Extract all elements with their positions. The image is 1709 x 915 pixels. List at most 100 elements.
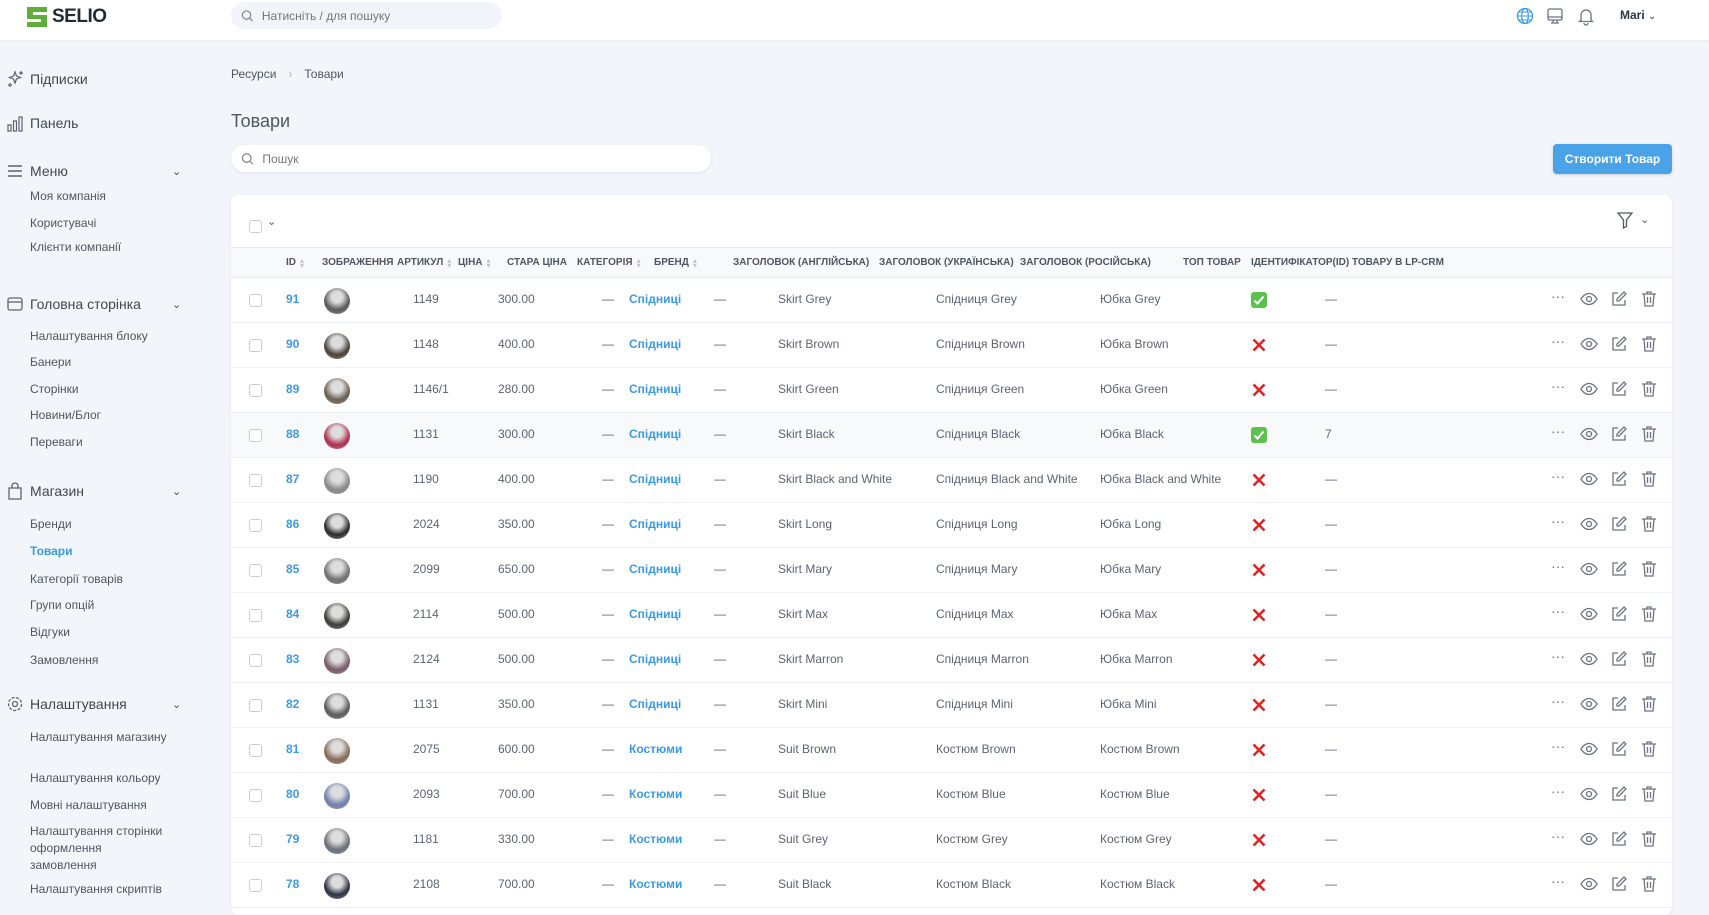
edit-icon[interactable] [1610, 515, 1628, 533]
column-header[interactable]: ЦІНА ▴ ▾ [458, 256, 491, 269]
edit-icon[interactable] [1610, 335, 1628, 353]
row-checkbox[interactable] [249, 519, 262, 532]
table-row[interactable]: 82 1131 350.00 — Спідниці — Skirt Mini Спідниця… [231, 683, 1672, 728]
trash-icon[interactable] [1640, 515, 1658, 533]
category-link[interactable]: Спідниці [629, 562, 682, 576]
column-header[interactable]: БРЕНД ▴ ▾ [654, 256, 697, 269]
category-link[interactable]: Спідниці [629, 292, 682, 306]
product-id-link[interactable]: 84 [286, 607, 300, 621]
more-actions-icon[interactable]: ··· [1551, 603, 1565, 619]
row-checkbox[interactable] [249, 699, 262, 712]
more-actions-icon[interactable]: ··· [1551, 738, 1565, 754]
sidebar-subitem[interactable]: Налаштування магазину [30, 730, 167, 744]
table-row[interactable]: 80 2093 700.00 — Костюми — Suit Blue Костюм Blu… [231, 773, 1672, 818]
view-icon[interactable] [1580, 740, 1598, 758]
table-row[interactable]: 85 2099 650.00 — Спідниці — Skirt Mary Спідниця… [231, 548, 1672, 593]
create-product-button[interactable]: Створити Товар [1553, 144, 1672, 174]
more-actions-icon[interactable]: ··· [1551, 378, 1565, 394]
category-link[interactable]: Костюми [629, 832, 683, 846]
view-icon[interactable] [1580, 380, 1598, 398]
sort-icon[interactable]: ▴ ▾ [447, 255, 452, 270]
trash-icon[interactable] [1640, 695, 1658, 713]
edit-icon[interactable] [1610, 290, 1628, 308]
category-link[interactable]: Костюми [629, 787, 683, 801]
edit-icon[interactable] [1610, 785, 1628, 803]
sidebar-subitem[interactable]: Налаштування скриптів [30, 882, 162, 896]
edit-icon[interactable] [1610, 740, 1628, 758]
product-id-link[interactable]: 83 [286, 652, 300, 666]
view-icon[interactable] [1580, 560, 1598, 578]
product-id-link[interactable]: 86 [286, 517, 300, 531]
sidebar-subitem[interactable]: Налаштування кольору [30, 771, 161, 785]
product-id-link[interactable]: 79 [286, 832, 300, 846]
trash-icon[interactable] [1640, 380, 1658, 398]
edit-icon[interactable] [1610, 605, 1628, 623]
select-all-checkbox[interactable] [249, 220, 262, 233]
sidebar-subitem[interactable]: Категорії товарів [30, 572, 123, 586]
row-checkbox[interactable] [249, 564, 262, 577]
sidebar-subitem[interactable]: Переваги [30, 435, 83, 449]
bell-icon[interactable] [1577, 6, 1595, 26]
row-checkbox[interactable] [249, 654, 262, 667]
table-row[interactable]: 91 1149 300.00 — Спідниці — Skirt Grey Спідниця… [231, 278, 1672, 323]
view-icon[interactable] [1580, 785, 1598, 803]
product-id-link[interactable]: 87 [286, 472, 300, 486]
more-actions-icon[interactable]: ··· [1551, 468, 1565, 484]
category-link[interactable]: Спідниці [629, 607, 682, 621]
category-link[interactable]: Спідниці [629, 697, 682, 711]
trash-icon[interactable] [1640, 560, 1658, 578]
trash-icon[interactable] [1640, 650, 1658, 668]
more-actions-icon[interactable]: ··· [1551, 648, 1565, 664]
table-row[interactable]: 90 1148 400.00 — Спідниці — Skirt Brown Спідниц… [231, 323, 1672, 368]
user-menu[interactable]: Mari ⌄ [1620, 8, 1656, 22]
row-checkbox[interactable] [249, 474, 262, 487]
table-row[interactable]: 86 2024 350.00 — Спідниці — Skirt Long Спідниця… [231, 503, 1672, 548]
filter-icon[interactable] [1616, 211, 1634, 229]
product-id-link[interactable]: 88 [286, 427, 300, 441]
bulk-actions-chevron-icon[interactable]: ⌄ [267, 216, 277, 228]
trash-icon[interactable] [1640, 335, 1658, 353]
view-icon[interactable] [1580, 875, 1598, 893]
more-actions-icon[interactable]: ··· [1551, 513, 1565, 529]
product-search[interactable] [231, 145, 711, 172]
more-actions-icon[interactable]: ··· [1551, 558, 1565, 574]
sort-icon[interactable]: ▴ ▾ [636, 255, 641, 270]
row-checkbox[interactable] [249, 879, 262, 892]
column-header[interactable]: ID ▴ ▾ [286, 255, 305, 270]
view-icon[interactable] [1580, 425, 1598, 443]
sort-icon[interactable]: ▴ ▾ [300, 255, 305, 270]
more-actions-icon[interactable]: ··· [1551, 873, 1565, 889]
product-id-link[interactable]: 91 [286, 292, 300, 306]
sidebar-subitem[interactable]: Відгуки [30, 625, 71, 639]
row-checkbox[interactable] [249, 294, 262, 307]
edit-icon[interactable] [1610, 425, 1628, 443]
table-row[interactable]: 81 2075 600.00 — Костюми — Suit Brown Костюм Br… [231, 728, 1672, 773]
row-checkbox[interactable] [249, 834, 262, 847]
category-link[interactable]: Костюми [629, 742, 683, 756]
edit-icon[interactable] [1610, 875, 1628, 893]
category-link[interactable]: Спідниці [629, 652, 682, 666]
more-actions-icon[interactable]: ··· [1551, 828, 1565, 844]
product-id-link[interactable]: 78 [286, 877, 300, 891]
edit-icon[interactable] [1610, 830, 1628, 848]
trash-icon[interactable] [1640, 830, 1658, 848]
global-search-input[interactable] [261, 8, 502, 23]
view-icon[interactable] [1580, 650, 1598, 668]
filter-chevron-icon[interactable]: ⌄ [1640, 214, 1650, 226]
product-id-link[interactable]: 81 [286, 742, 300, 756]
more-actions-icon[interactable]: ··· [1551, 783, 1565, 799]
sidebar-item-bar-chart[interactable]: Панель [0, 114, 200, 132]
edit-icon[interactable] [1610, 560, 1628, 578]
trash-icon[interactable] [1640, 740, 1658, 758]
table-row[interactable]: 89 1146/1 280.00 — Спідниці — Skirt Green Спідн… [231, 368, 1672, 413]
row-checkbox[interactable] [249, 789, 262, 802]
row-checkbox[interactable] [249, 429, 262, 442]
sidebar-subitem[interactable]: Користувачі [30, 216, 97, 230]
column-header[interactable]: АРТИКУЛ ▴ ▾ [397, 255, 452, 270]
category-link[interactable]: Спідниці [629, 382, 682, 396]
product-search-input[interactable] [262, 151, 711, 166]
row-checkbox[interactable] [249, 609, 262, 622]
sidebar-subitem[interactable]: Налаштування сторінки оформлення замовле… [30, 824, 163, 872]
sidebar-subitem[interactable]: Сторінки [30, 382, 79, 396]
trash-icon[interactable] [1640, 290, 1658, 308]
